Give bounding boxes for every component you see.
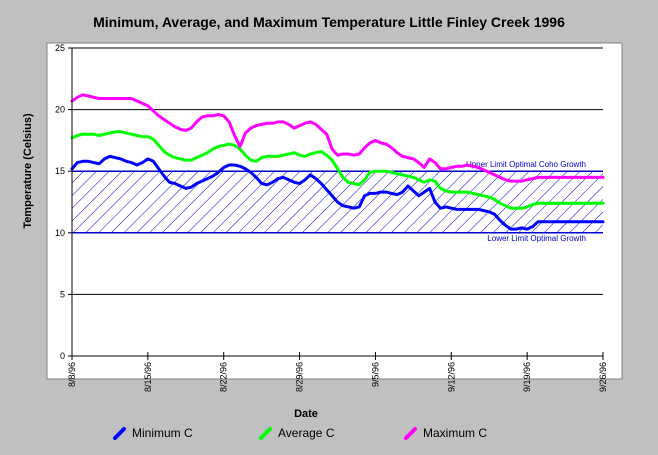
x-tick-label: 9/5/96 [370, 362, 380, 387]
legend-swatch-minimum-c [113, 427, 126, 440]
x-tick-label: 8/29/96 [295, 362, 305, 392]
grid-layer [72, 47, 603, 295]
series-line-minimum-c [70, 154, 605, 231]
y-tick-label: 10 [55, 228, 65, 238]
legend-swatch-average-c [259, 427, 272, 440]
upper-limit-label: Upper Limit Optimal Coho Growth [466, 160, 586, 169]
series-layer [70, 93, 605, 231]
y-tick-label: 25 [55, 43, 65, 53]
axis-layer: 0 5 10 15 20 25 8/8/96 8/15/96 8/22/96 8/29/96 9/5… [55, 43, 608, 392]
x-axis-title: Date [294, 408, 318, 420]
lower-limit-label: Lower Limit Optimal Growth [487, 234, 586, 243]
x-tick-label: 8/22/96 [219, 362, 229, 392]
y-tick-label: 5 [60, 289, 65, 299]
series-line-maximum-c [70, 93, 605, 183]
y-tick-label: 20 [55, 105, 65, 115]
legend: Minimum C Average C Maximum C [113, 426, 487, 440]
y-tick-label: 0 [60, 351, 65, 361]
legend-swatch-maximum-c [404, 427, 417, 440]
legend-label-average-c: Average C [278, 426, 335, 440]
x-tick-label: 9/26/96 [598, 362, 608, 392]
y-axis-title: Temperature (Celsius) [22, 113, 34, 229]
chart-title: Minimum, Average, and Maximum Temperatur… [93, 14, 565, 30]
x-tick-label: 9/19/96 [522, 362, 532, 392]
y-tick-label: 15 [55, 166, 65, 176]
series-line-average-c [70, 130, 605, 210]
x-tick-label: 8/8/96 [67, 362, 77, 387]
x-tick-label: 9/12/96 [446, 362, 456, 392]
legend-label-maximum-c: Maximum C [423, 426, 487, 440]
x-tick-label: 8/15/96 [143, 362, 153, 392]
legend-label-minimum-c: Minimum C [132, 426, 193, 440]
